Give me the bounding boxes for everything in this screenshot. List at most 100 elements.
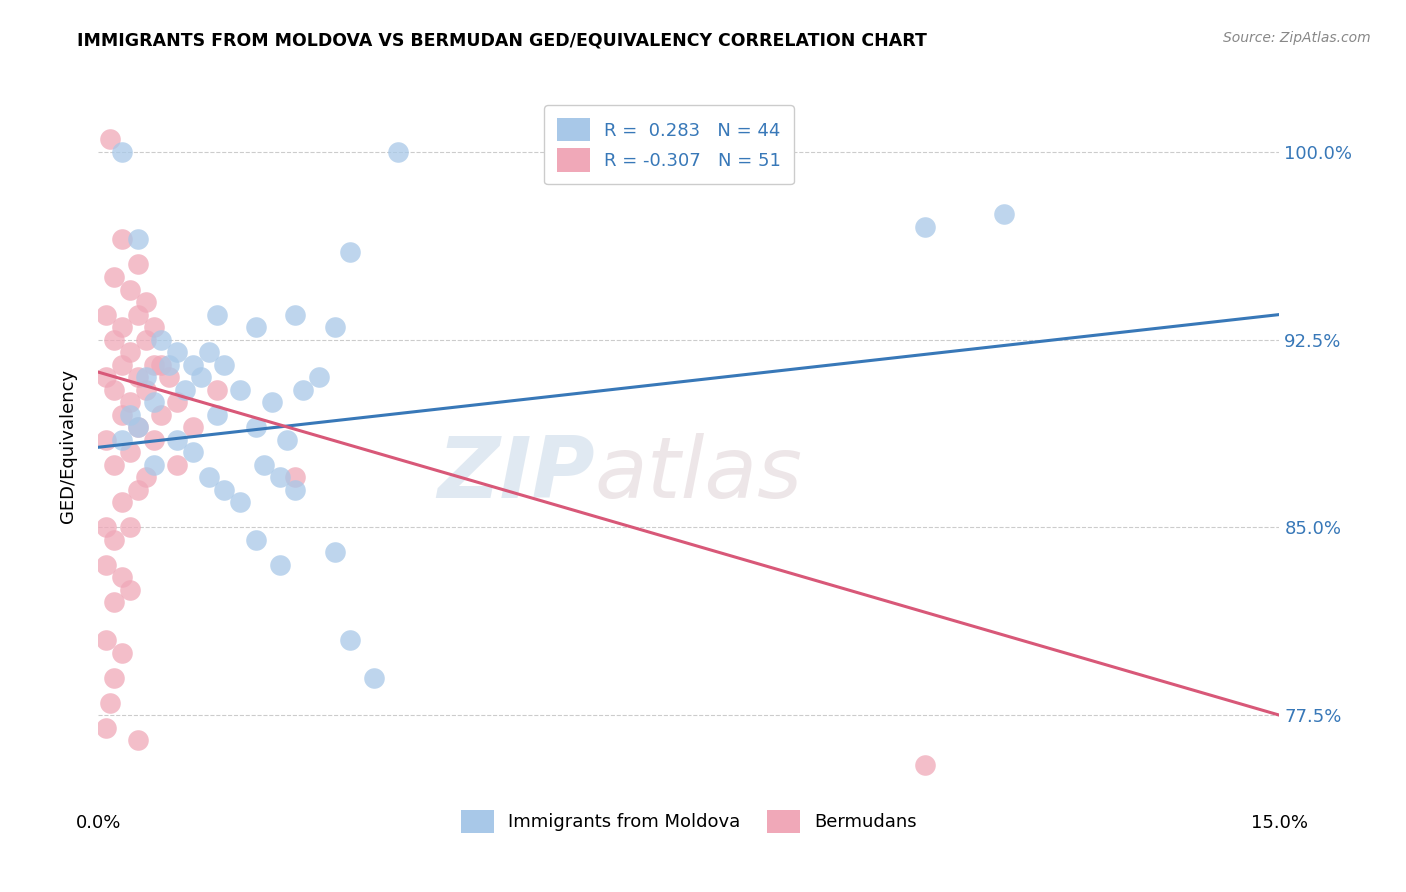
Point: [292, 383, 315, 397]
Point: [103, 383, 125, 397]
Point: [150, 333, 173, 347]
Point: [127, 420, 149, 434]
Point: [276, 433, 298, 447]
Point: [118, 395, 141, 409]
Point: [245, 533, 267, 547]
Point: [96, 433, 118, 447]
Point: [269, 558, 291, 572]
Point: [205, 408, 228, 422]
Point: [142, 458, 165, 472]
Point: [205, 308, 228, 322]
Point: [387, 145, 409, 159]
Point: [190, 370, 212, 384]
Point: [166, 395, 188, 409]
Point: [135, 383, 157, 397]
Point: [214, 358, 236, 372]
Point: [111, 646, 134, 660]
Point: [127, 308, 149, 322]
Point: [96, 370, 118, 384]
Point: [197, 345, 219, 359]
Point: [214, 483, 236, 497]
Point: [914, 219, 936, 234]
Point: [260, 395, 283, 409]
Point: [197, 470, 219, 484]
Point: [142, 395, 165, 409]
Point: [269, 470, 291, 484]
Y-axis label: GED/Equivalency: GED/Equivalency: [59, 369, 77, 523]
Point: [205, 383, 228, 397]
Point: [339, 633, 361, 648]
Point: [118, 283, 141, 297]
Point: [229, 383, 252, 397]
Text: atlas: atlas: [595, 433, 803, 516]
Point: [181, 358, 204, 372]
Point: [339, 244, 361, 259]
Point: [111, 358, 134, 372]
Point: [181, 420, 204, 434]
Point: [914, 758, 936, 772]
Point: [142, 358, 165, 372]
Point: [253, 458, 276, 472]
Point: [103, 458, 125, 472]
Point: [323, 545, 346, 559]
Legend: Immigrants from Moldova, Bermudans: Immigrants from Moldova, Bermudans: [454, 803, 924, 840]
Point: [142, 433, 165, 447]
Point: [363, 671, 385, 685]
Point: [127, 420, 149, 434]
Point: [103, 333, 125, 347]
Point: [103, 671, 125, 685]
Point: [111, 145, 134, 159]
Point: [229, 495, 252, 509]
Point: [157, 370, 180, 384]
Point: [135, 295, 157, 310]
Point: [181, 445, 204, 459]
Point: [135, 470, 157, 484]
Point: [103, 270, 125, 285]
Point: [150, 358, 173, 372]
Point: [323, 320, 346, 334]
Point: [96, 308, 118, 322]
Point: [111, 408, 134, 422]
Point: [98, 696, 121, 710]
Point: [127, 257, 149, 271]
Point: [284, 483, 307, 497]
Point: [127, 483, 149, 497]
Point: [96, 558, 118, 572]
Point: [245, 420, 267, 434]
Point: [118, 520, 141, 534]
Point: [111, 232, 134, 246]
Point: [127, 370, 149, 384]
Point: [166, 433, 188, 447]
Point: [111, 570, 134, 584]
Point: [111, 320, 134, 334]
Point: [127, 232, 149, 246]
Point: [127, 733, 149, 747]
Point: [118, 582, 141, 597]
Point: [118, 345, 141, 359]
Point: [103, 595, 125, 609]
Point: [174, 383, 197, 397]
Point: [118, 408, 141, 422]
Point: [993, 207, 1015, 221]
Point: [308, 370, 330, 384]
Point: [135, 333, 157, 347]
Point: [245, 320, 267, 334]
Text: Source: ZipAtlas.com: Source: ZipAtlas.com: [1223, 31, 1371, 45]
Point: [96, 633, 118, 648]
Point: [103, 533, 125, 547]
Point: [135, 370, 157, 384]
Text: ZIP: ZIP: [437, 433, 595, 516]
Point: [142, 320, 165, 334]
Point: [96, 520, 118, 534]
Point: [157, 358, 180, 372]
Point: [284, 470, 307, 484]
Point: [111, 495, 134, 509]
Point: [98, 132, 121, 146]
Point: [150, 408, 173, 422]
Point: [166, 458, 188, 472]
Point: [96, 721, 118, 735]
Point: [166, 345, 188, 359]
Text: IMMIGRANTS FROM MOLDOVA VS BERMUDAN GED/EQUIVALENCY CORRELATION CHART: IMMIGRANTS FROM MOLDOVA VS BERMUDAN GED/…: [77, 31, 927, 49]
Point: [118, 445, 141, 459]
Point: [284, 308, 307, 322]
